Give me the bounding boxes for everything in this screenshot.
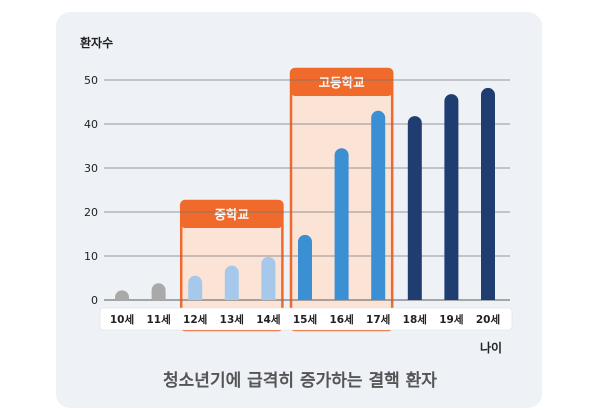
- x-tick-label: 17세: [366, 313, 390, 326]
- group-label-1: 고등학교: [319, 75, 366, 90]
- bar-17세: [371, 110, 386, 300]
- x-tick-label: 15세: [293, 313, 317, 326]
- bar-12세: [188, 275, 203, 300]
- x-tick-label: 16세: [329, 313, 353, 326]
- bar-16세: [334, 148, 349, 300]
- x-tick-label: 14세: [256, 313, 280, 326]
- group-label-0: 중학교: [215, 207, 250, 222]
- y-axis-label: 환자수: [80, 35, 113, 50]
- group-header-1: [291, 69, 393, 96]
- y-tick-label: 10: [84, 250, 98, 263]
- y-tick-label: 20: [84, 206, 98, 219]
- x-axis-label: 나이: [480, 340, 502, 355]
- y-tick-label: 40: [84, 118, 98, 131]
- bar-20세: [481, 87, 495, 300]
- x-tick-label: 12세: [183, 313, 207, 326]
- x-tick-label: 19세: [439, 313, 463, 326]
- x-tick-label: 20세: [476, 313, 500, 326]
- y-tick-label: 50: [84, 74, 98, 87]
- y-tick-label: 30: [84, 162, 98, 175]
- bar-14세: [261, 256, 276, 300]
- bar-18세: [407, 116, 422, 300]
- x-tick-label: 11세: [146, 313, 170, 326]
- bar-15세: [298, 234, 312, 300]
- x-label-band: [99, 307, 513, 331]
- x-tick-label: 10세: [110, 313, 134, 326]
- x-tick-label: 13세: [220, 313, 244, 326]
- bar-13세: [224, 265, 239, 300]
- bar-11세: [151, 283, 166, 300]
- bar-19세: [444, 94, 459, 300]
- x-tick-label: 18세: [403, 313, 427, 326]
- bar-10세: [115, 290, 129, 300]
- chart-caption: 청소년기에 급격히 증가하는 결핵 환자: [163, 370, 437, 391]
- y-tick-label: 0: [91, 294, 98, 307]
- group-header-0: [181, 201, 283, 228]
